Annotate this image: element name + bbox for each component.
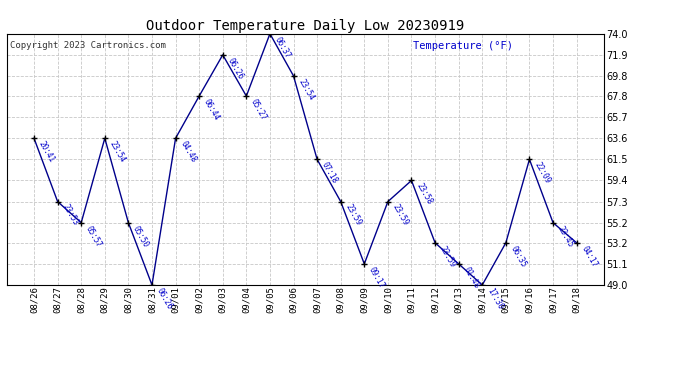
Text: 23:59: 23:59 [438, 244, 457, 269]
Text: 22:09: 22:09 [532, 161, 551, 185]
Text: 06:35: 06:35 [509, 244, 528, 269]
Text: 06:44: 06:44 [202, 98, 221, 122]
Text: 23:59: 23:59 [391, 203, 410, 228]
Title: Outdoor Temperature Daily Low 20230919: Outdoor Temperature Daily Low 20230919 [146, 19, 464, 33]
Text: 06:26: 06:26 [226, 56, 245, 81]
Text: 06:26: 06:26 [155, 286, 174, 311]
Text: 23:58: 23:58 [414, 182, 433, 206]
Text: 05:27: 05:27 [249, 98, 268, 122]
Text: 04:48: 04:48 [178, 140, 198, 164]
Text: Temperature (°F): Temperature (°F) [413, 41, 513, 51]
Text: 23:59: 23:59 [344, 203, 363, 228]
Text: 09:17: 09:17 [367, 265, 386, 290]
Text: 20:41: 20:41 [37, 140, 56, 164]
Text: 01:48: 01:48 [462, 265, 481, 290]
Text: 07:18: 07:18 [320, 161, 339, 185]
Text: 23:54: 23:54 [296, 77, 315, 102]
Text: 23:54: 23:54 [108, 140, 127, 164]
Text: 04:17: 04:17 [580, 244, 599, 269]
Text: 06:37: 06:37 [273, 35, 292, 60]
Text: Copyright 2023 Cartronics.com: Copyright 2023 Cartronics.com [10, 41, 166, 50]
Text: 23:45: 23:45 [556, 224, 575, 249]
Text: 05:50: 05:50 [131, 224, 150, 249]
Text: 23:53: 23:53 [61, 203, 80, 228]
Text: 05:57: 05:57 [84, 224, 103, 249]
Text: 17:30: 17:30 [485, 286, 504, 311]
